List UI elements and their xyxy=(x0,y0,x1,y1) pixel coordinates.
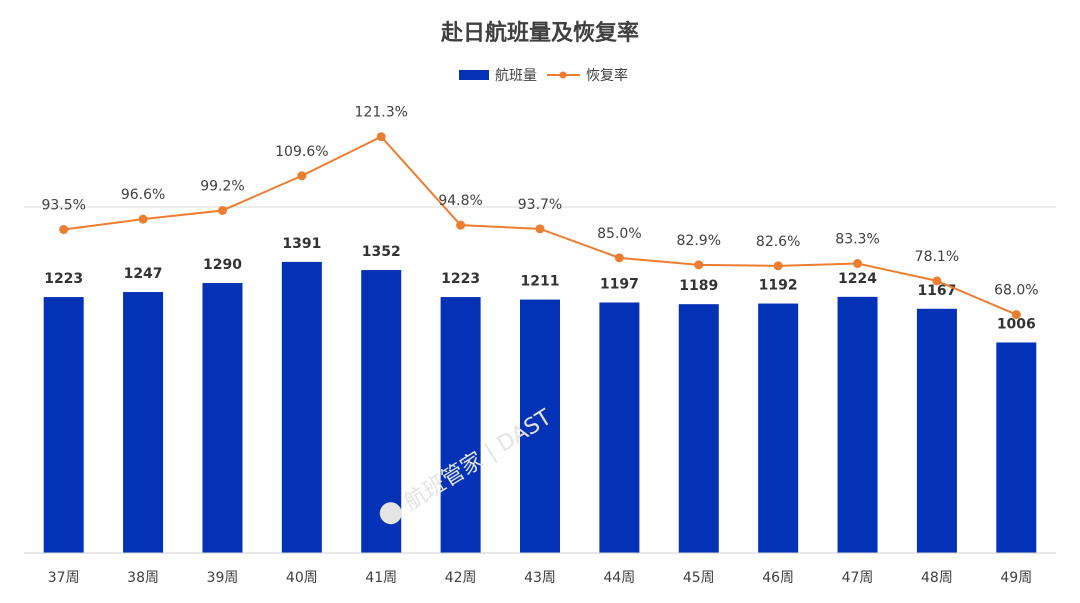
x-tick-label: 48周 xyxy=(921,570,953,586)
x-tick-label: 42周 xyxy=(445,570,477,586)
rate-value-label: 121.3% xyxy=(355,105,408,121)
rate-marker xyxy=(614,253,624,263)
bar-value-label: 1224 xyxy=(838,271,877,287)
legend-swatch-bar xyxy=(459,70,489,80)
rate-value-label: 96.6% xyxy=(121,187,165,203)
bar-value-label: 1211 xyxy=(521,274,560,290)
x-tick-label: 43周 xyxy=(524,570,556,586)
bar-value-label: 1167 xyxy=(917,283,956,299)
chart-title: 赴日航班量及恢复率 xyxy=(440,20,639,46)
x-tick-label: 46周 xyxy=(762,570,794,586)
bar xyxy=(202,283,243,553)
x-tick-label: 47周 xyxy=(842,570,874,586)
bar-value-label: 1223 xyxy=(44,271,83,287)
rate-marker xyxy=(1011,310,1021,320)
rate-value-label: 93.7% xyxy=(518,197,562,213)
rate-marker xyxy=(217,205,227,215)
rate-marker xyxy=(297,171,307,181)
legend-label-bar: 航班量 xyxy=(495,68,537,84)
x-tick-label: 49周 xyxy=(1000,570,1032,586)
rate-value-label: 109.6% xyxy=(275,144,328,160)
bar xyxy=(599,302,640,553)
legend: 航班量 恢复率 xyxy=(459,67,628,84)
bar xyxy=(440,297,481,553)
rate-marker xyxy=(59,224,69,234)
bar-value-label: 1192 xyxy=(759,278,798,294)
bar-value-label: 1006 xyxy=(997,316,1036,332)
rate-marker xyxy=(376,132,386,142)
bar xyxy=(123,292,164,553)
line-series: 93.5% 96.6% 99.2% 109.6% 121.3% 94.8% 93.7% 85.… xyxy=(41,105,1039,320)
legend-swatch-marker xyxy=(559,71,567,79)
bar-series: 1223 1247 1290 1391 1352 1223 1211 1197 1189 1192… xyxy=(43,236,1037,553)
rate-value-label: 85.0% xyxy=(597,226,641,242)
rate-value-label: 68.0% xyxy=(994,283,1038,299)
rate-marker xyxy=(456,220,466,230)
rate-value-label: 94.8% xyxy=(438,193,482,209)
rate-marker xyxy=(932,276,942,286)
bar-value-label: 1290 xyxy=(203,257,242,273)
rate-value-label: 82.6% xyxy=(756,234,800,250)
x-tick-label: 38周 xyxy=(127,570,159,586)
bar xyxy=(520,299,560,553)
x-tick-label: 40周 xyxy=(286,570,318,586)
x-tick-label: 44周 xyxy=(603,570,635,586)
bar-value-label: 1391 xyxy=(282,236,321,252)
bar xyxy=(758,303,799,553)
x-tick-label: 37周 xyxy=(48,570,80,586)
bar-value-label: 1247 xyxy=(124,266,163,282)
bar xyxy=(43,297,84,553)
watermark-logo-icon xyxy=(379,502,402,525)
x-axis-labels: 37周 38周 39周 40周 41周 42周 43周 44周 45周 46周 47周 48周 49周 xyxy=(48,570,1032,586)
rate-value-label: 83.3% xyxy=(835,232,879,248)
bar xyxy=(678,304,719,553)
rate-value-label: 99.2% xyxy=(200,178,244,194)
rate-value-label: 78.1% xyxy=(915,249,959,265)
bar xyxy=(281,261,322,553)
rate-value-label: 82.9% xyxy=(677,233,721,249)
bar-value-label: 1189 xyxy=(679,278,718,294)
x-tick-label: 39周 xyxy=(207,570,239,586)
rate-marker xyxy=(535,224,545,234)
rate-marker xyxy=(773,261,783,271)
legend-label-line: 恢复率 xyxy=(586,67,628,84)
rate-value-label: 93.5% xyxy=(41,197,85,213)
x-tick-label: 41周 xyxy=(365,570,397,586)
bar xyxy=(837,296,878,553)
rate-marker xyxy=(138,214,148,224)
x-tick-label: 45周 xyxy=(683,570,715,586)
rate-marker xyxy=(853,259,863,269)
bar xyxy=(996,342,1037,553)
rate-marker xyxy=(694,260,704,270)
bar-value-label: 1197 xyxy=(600,276,639,292)
bar xyxy=(916,308,957,553)
bar-value-label: 1223 xyxy=(441,271,480,287)
bar-value-label: 1352 xyxy=(362,244,401,260)
